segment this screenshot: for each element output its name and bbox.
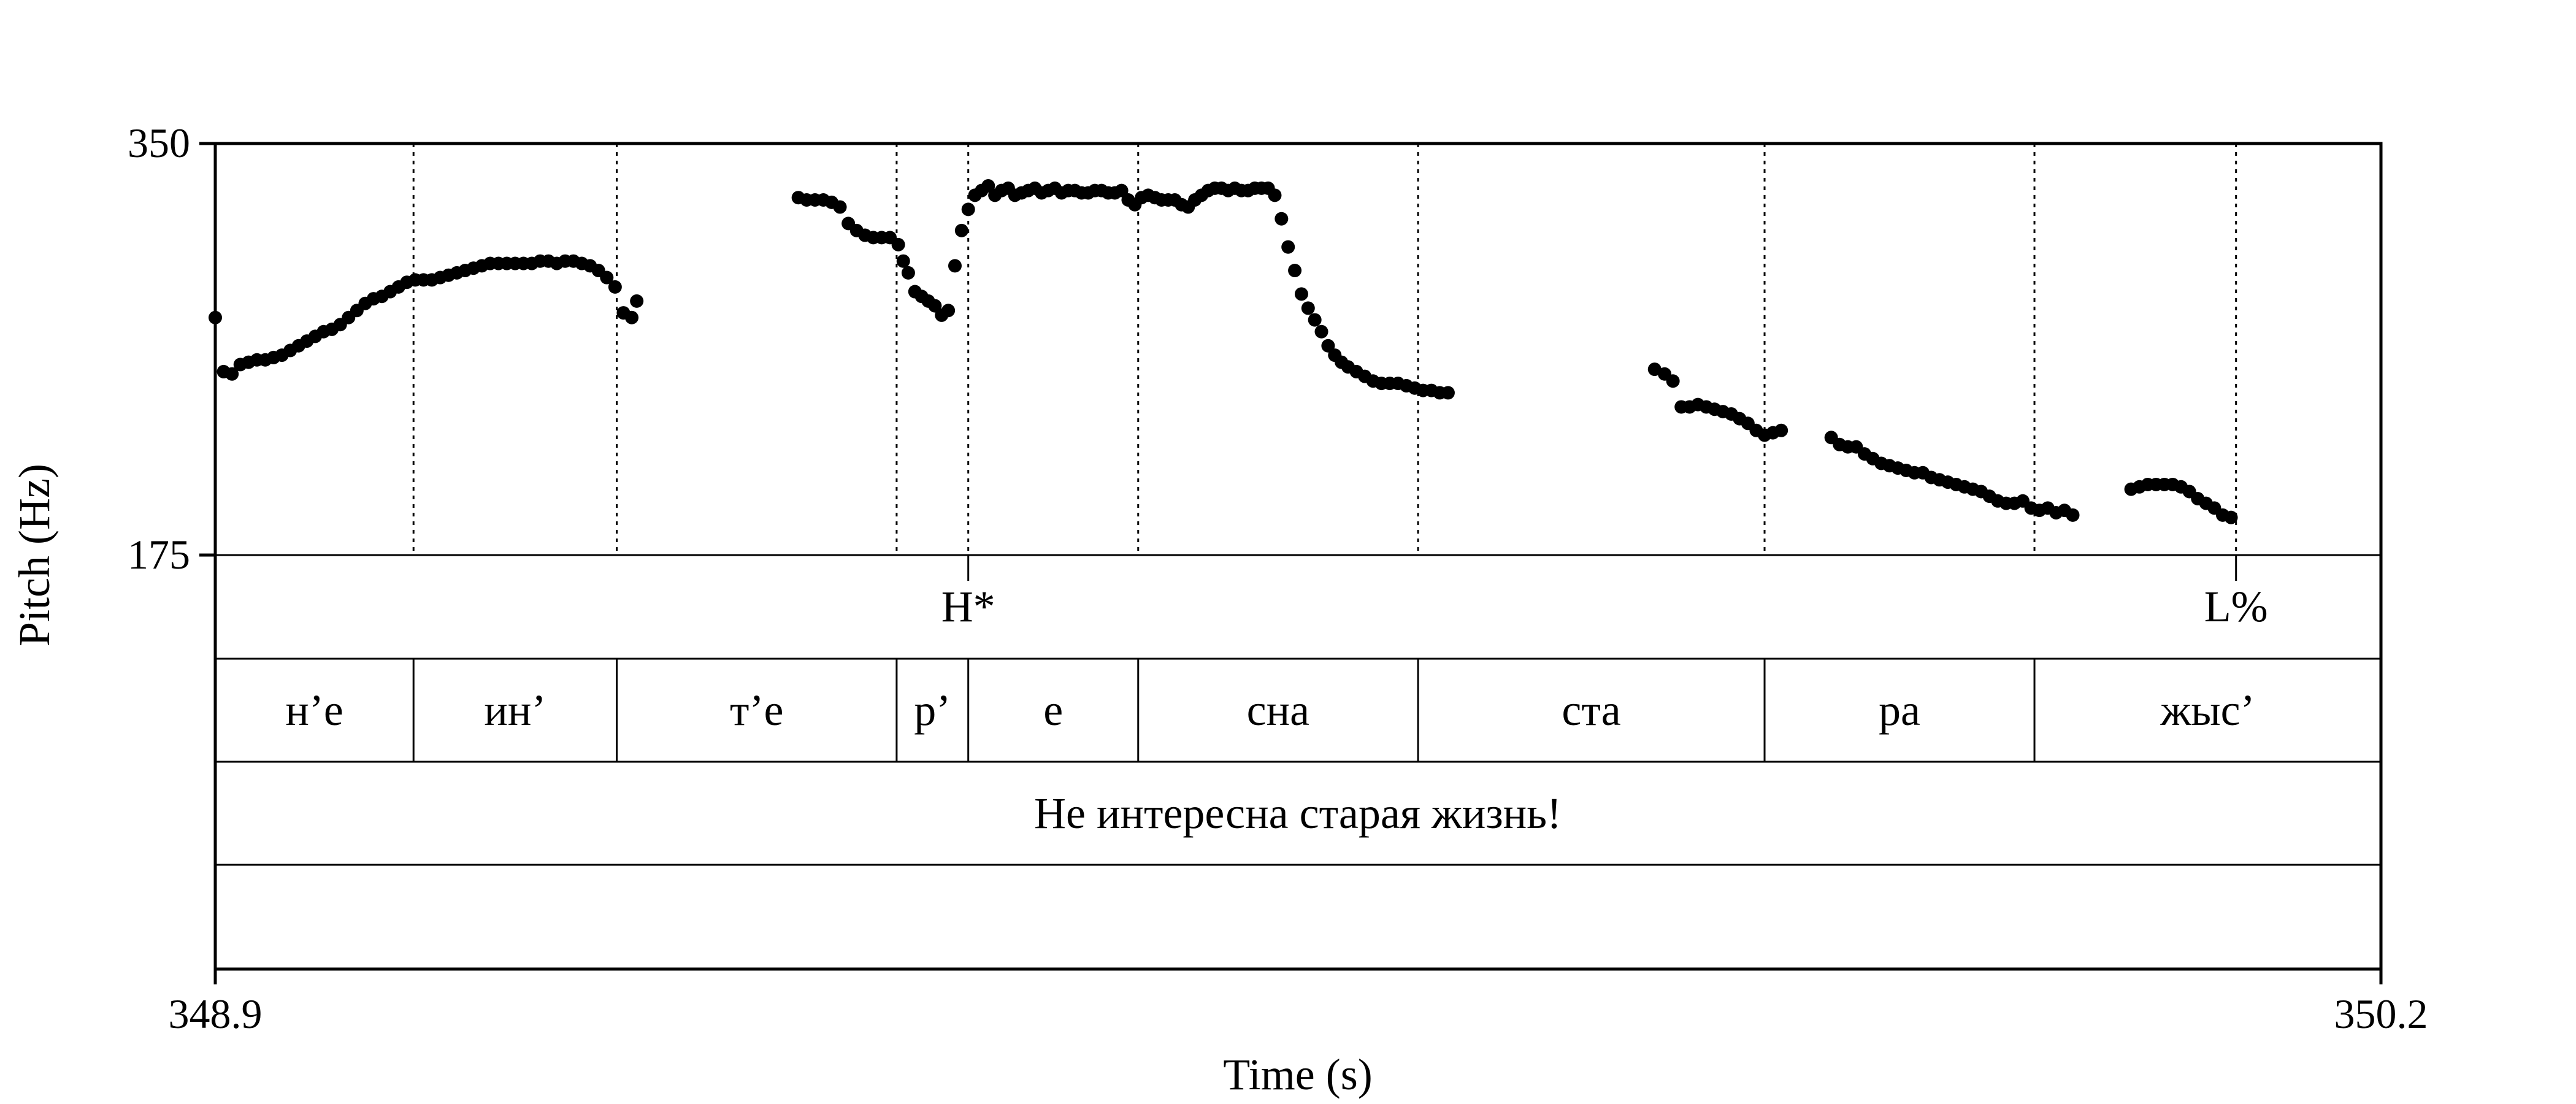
pitch-point <box>1441 386 1455 400</box>
syllable-label: ста <box>1562 686 1620 735</box>
y-tick-label-top: 350 <box>128 120 190 166</box>
pitch-point <box>941 304 956 318</box>
pitch-point <box>896 254 910 268</box>
y-axis-title: Pitch (Hz) <box>10 464 59 646</box>
pitch-point <box>600 270 614 285</box>
pitch-point <box>891 237 905 251</box>
pitch-point <box>954 223 968 237</box>
pitch-point <box>901 266 915 280</box>
pitch-point <box>981 179 995 193</box>
pitch-point <box>630 294 644 308</box>
pitch-point <box>2066 508 2080 522</box>
pitch-point <box>1288 264 1302 278</box>
x-tick-label-left: 348.9 <box>169 991 263 1037</box>
pitch-point <box>225 367 239 381</box>
tone-label: H* <box>941 582 995 631</box>
pitch-point <box>1294 287 1308 301</box>
syllable-label: сна <box>1247 686 1309 735</box>
pitch-point <box>1314 324 1328 339</box>
pitch-point <box>2224 510 2238 524</box>
y-tick-label-bottom: 175 <box>128 531 190 578</box>
pitch-point <box>1268 188 1282 202</box>
pitch-point <box>1114 183 1129 197</box>
pitch-point <box>1666 374 1680 388</box>
syllable-label: р’ <box>914 686 951 735</box>
pitch-point <box>961 202 975 217</box>
pitch-point <box>1647 362 1662 377</box>
pitch-point <box>1275 212 1289 226</box>
pitch-point <box>209 310 222 324</box>
x-tick-label-right: 350.2 <box>2334 991 2428 1037</box>
syllable-label: жыс’ <box>2160 686 2255 735</box>
pitch-point <box>1281 240 1295 254</box>
pitch-point <box>625 310 639 324</box>
syllable-label: е <box>1043 686 1063 735</box>
x-axis-title: Time (s) <box>1223 1050 1372 1099</box>
pitch-point <box>833 200 847 214</box>
pitch-point <box>948 259 962 273</box>
pitch-point <box>1321 339 1335 353</box>
syllable-tier: н’е ин’ т’е р’ е сна ста ра жыс’ <box>285 659 2255 762</box>
pitch-point <box>1308 313 1322 327</box>
tone-label: L% <box>2204 582 2268 631</box>
pitch-points <box>209 179 2238 524</box>
pitch-point <box>1774 423 1788 437</box>
syllable-label: т’е <box>730 686 783 735</box>
syllable-label: ра <box>1879 686 1920 735</box>
pitch-point <box>608 280 622 294</box>
pitch-point <box>928 299 942 313</box>
pitch-point <box>1301 301 1315 315</box>
sentence-label: Не интересна старая жизнь! <box>1034 789 1562 838</box>
tone-tier: H* L% <box>941 555 2268 631</box>
syllable-label: ин’ <box>484 686 546 735</box>
syllable-label: н’е <box>285 686 343 735</box>
